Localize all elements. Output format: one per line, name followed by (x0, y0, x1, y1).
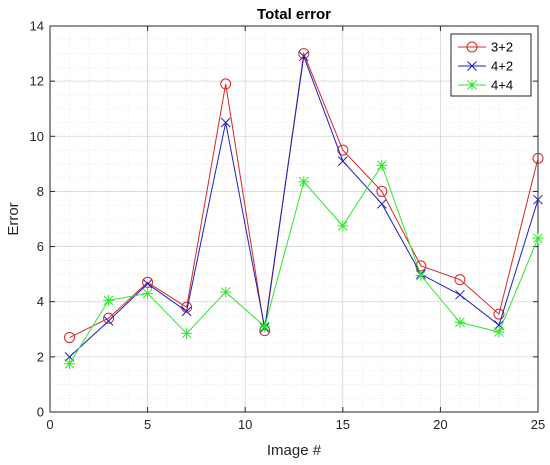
data-point (64, 352, 75, 362)
x-tick-label: 20 (433, 417, 447, 432)
legend-entry: 4+2 (458, 59, 513, 74)
legend-marker (466, 41, 478, 53)
data-point (103, 316, 114, 326)
data-point (181, 306, 192, 317)
legend-entry: 4+4 (458, 78, 513, 93)
y-tick-label: 12 (30, 74, 44, 89)
data-point (259, 321, 271, 332)
y-tick-label: 10 (30, 129, 44, 144)
data-point (493, 326, 505, 338)
series-2 (64, 51, 543, 362)
legend-label: 4+4 (491, 78, 513, 93)
y-tick-label: 14 (30, 19, 44, 34)
y-tick-label: 6 (37, 239, 44, 254)
legend-box (450, 33, 532, 97)
y-tick-label: 2 (37, 349, 44, 364)
data-point (337, 220, 349, 232)
series-line (69, 51, 539, 339)
y-tick-label: 4 (37, 294, 44, 309)
data-point (455, 289, 465, 300)
legend-label: 4+2 (491, 59, 513, 74)
data-point (376, 159, 388, 171)
series-3 (64, 159, 544, 370)
series-1 (64, 48, 544, 344)
legend-marker (467, 61, 477, 71)
data-point (298, 176, 310, 188)
x-tick-label: 25 (531, 417, 545, 432)
legend-marker (466, 79, 478, 91)
y-tick-label: 8 (37, 184, 44, 199)
data-point (454, 274, 466, 286)
data-point (376, 185, 388, 197)
data-point (376, 198, 387, 209)
data-point (337, 144, 349, 156)
data-point (220, 286, 232, 298)
legend: 3+2 4+2 4+4 (450, 33, 532, 97)
data-point (220, 78, 232, 90)
x-tick-label: 0 (46, 417, 53, 432)
chart-title: Total error (257, 6, 331, 23)
series-layer (64, 48, 544, 370)
data-point (337, 156, 348, 166)
data-point (454, 316, 466, 328)
axes-box (49, 25, 539, 413)
x-tick-label: 5 (144, 417, 151, 432)
legend-entry: 3+2 (458, 40, 513, 55)
y-tick-label: 0 (37, 405, 44, 420)
data-point (298, 51, 309, 62)
legend-label: 3+2 (491, 40, 513, 55)
data-point (64, 332, 76, 344)
data-point (220, 117, 231, 128)
y-axis-label: Error (5, 202, 22, 235)
ticks: 0 5 10 15 20 25 0 2 4 6 8 10 12 14 (30, 19, 546, 433)
data-point (142, 288, 153, 299)
data-point (532, 152, 544, 164)
data-point (533, 194, 543, 205)
data-point (181, 328, 193, 339)
data-point (142, 276, 154, 288)
data-point (142, 278, 153, 289)
x-tick-label: 15 (336, 417, 350, 432)
x-tick-label: 10 (238, 417, 252, 432)
data-point (64, 358, 75, 370)
data-point (415, 270, 427, 281)
data-point (103, 294, 114, 306)
data-point (532, 232, 544, 244)
data-point (103, 312, 115, 324)
x-axis-label: Image # (267, 442, 322, 459)
data-point (493, 308, 505, 320)
data-point (494, 320, 504, 331)
